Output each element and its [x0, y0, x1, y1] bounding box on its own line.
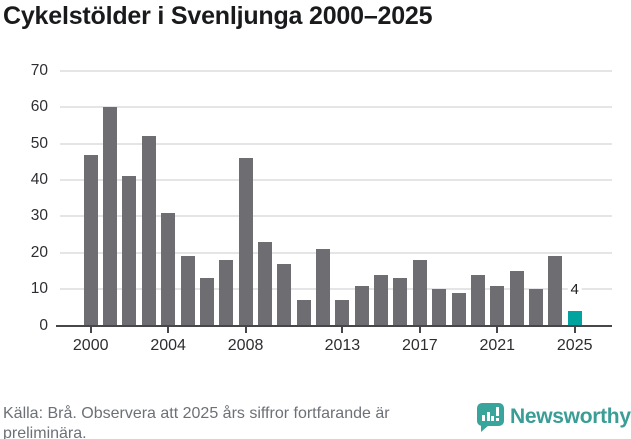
bar-2019 — [451, 292, 466, 326]
bar-2008 — [238, 158, 253, 326]
bar-2006 — [199, 278, 214, 326]
bar-2011 — [296, 300, 311, 326]
x-axis-tick-2025 — [573, 327, 576, 333]
bar-2013 — [335, 300, 350, 326]
bar-2014 — [354, 285, 369, 326]
bar-2002 — [122, 176, 137, 326]
bar-2024 — [548, 256, 563, 326]
bar-2022 — [509, 270, 524, 326]
bar-2004 — [161, 212, 176, 326]
y-axis-label-20: 20 — [30, 243, 48, 261]
gridline-70 — [60, 70, 612, 72]
source-note-line2: preliminära. — [3, 424, 87, 439]
bar-2000 — [83, 154, 98, 326]
bar-highlighted-2025 — [567, 310, 582, 326]
y-axis-label-50: 50 — [30, 134, 48, 152]
bar-2018 — [432, 289, 447, 326]
bar-2020 — [470, 274, 485, 326]
value-label-highlight: 4 — [567, 282, 582, 297]
logo-text: Newsworthy — [510, 405, 631, 428]
bar-2005 — [180, 256, 195, 326]
x-axis-tick-2000 — [89, 327, 92, 333]
gridline-20 — [60, 251, 612, 254]
y-axis-label-70: 70 — [30, 62, 48, 79]
bar-2007 — [219, 260, 234, 326]
x-axis-tick-2013 — [341, 327, 344, 333]
bar-2017 — [412, 260, 427, 326]
source-note-line1: Källa: Brå. Observera att 2025 års siffr… — [3, 405, 390, 422]
gridline-30 — [60, 215, 612, 218]
bar-2023 — [528, 289, 543, 326]
x-axis-label-2013: 2013 — [324, 337, 361, 354]
bar-2010 — [277, 263, 292, 326]
source-note: Källa: Brå. Observera att 2025 års siffr… — [3, 404, 483, 439]
y-axis-label-30: 30 — [30, 207, 48, 225]
logo-exclamation-dot — [495, 418, 499, 421]
x-axis-tick-2008 — [244, 327, 247, 333]
gridline-60 — [60, 106, 612, 109]
logo-bar-2 — [486, 412, 490, 421]
bar-2003 — [141, 136, 156, 326]
gridline-10 — [60, 288, 612, 291]
gridline-50 — [60, 142, 612, 145]
bar-2009 — [257, 241, 272, 326]
y-axis-label-60: 60 — [30, 98, 48, 116]
x-axis-tick-2021 — [496, 327, 499, 333]
y-axis-label-40: 40 — [30, 171, 48, 189]
chart-title: Cykelstölder i Svenljunga 2000–2025 — [3, 2, 433, 30]
gridline-40 — [60, 179, 612, 182]
bar-2016 — [393, 278, 408, 326]
bar-2021 — [490, 285, 505, 326]
bar-chart-speech-bubble-icon — [477, 403, 504, 432]
bar-2001 — [103, 107, 118, 326]
logo-bar-1 — [482, 415, 485, 421]
x-axis-label-2008: 2008 — [227, 337, 264, 354]
y-axis-label-10: 10 — [30, 280, 48, 298]
x-axis-label-2000: 2000 — [72, 337, 109, 354]
logo-bar-3 — [491, 416, 494, 421]
logo-exclamation-stroke — [495, 407, 499, 416]
bar-2015 — [374, 274, 389, 326]
x-axis-line — [56, 324, 612, 327]
x-axis-label-2004: 2004 — [150, 337, 186, 354]
x-axis-tick-2017 — [418, 327, 421, 333]
x-axis-label-2025: 2025 — [556, 337, 593, 354]
y-axis-label-0: 0 — [39, 316, 48, 334]
bar-2012 — [316, 249, 331, 326]
x-axis-label-2017: 2017 — [402, 337, 438, 354]
x-axis-label-2021: 2021 — [479, 337, 516, 354]
newsworthy-logo: Newsworthy — [477, 402, 631, 434]
x-axis-tick-2004 — [167, 327, 170, 333]
